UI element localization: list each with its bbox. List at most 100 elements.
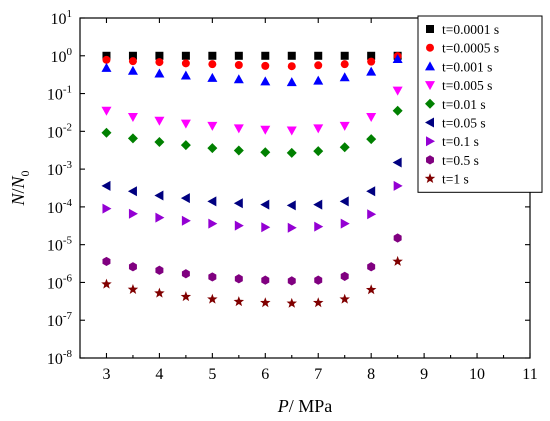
data-point — [261, 222, 271, 233]
data-point — [340, 51, 349, 60]
data-point — [101, 62, 112, 72]
data-point — [101, 106, 112, 116]
data-point — [208, 60, 217, 69]
y-axis-ticks: 10-8 10-7 10-6 10-5 10-4 10-3 10-2 10-1 100 101 — [47, 8, 530, 368]
x-tick-label: 3 — [102, 366, 110, 383]
y-tick-label: 10-6 — [47, 272, 73, 292]
y-tick-label: 10-8 — [47, 348, 73, 368]
data-point — [207, 72, 218, 82]
legend-item: t=0.001 s — [425, 59, 492, 74]
legend-item: t=0.01 s — [425, 97, 486, 112]
data-point — [286, 200, 296, 211]
data-point — [286, 77, 297, 87]
data-point — [155, 212, 165, 223]
data-point — [314, 61, 323, 70]
legend-label: t=0.001 s — [442, 59, 492, 74]
data-point — [313, 146, 324, 157]
data-point — [392, 86, 403, 96]
legend-marker — [425, 61, 435, 71]
data-point — [286, 147, 297, 158]
legend-label: t=0.01 s — [442, 97, 486, 112]
x-tick-label: 7 — [314, 366, 322, 383]
data-point — [155, 58, 164, 67]
data-point — [208, 218, 218, 229]
data-point — [234, 220, 244, 231]
data-point — [181, 59, 190, 68]
data-point — [340, 271, 349, 281]
legend-marker — [424, 173, 436, 184]
series-5 — [101, 157, 402, 211]
y-tick-label: 10-2 — [47, 121, 72, 141]
data-point — [127, 112, 138, 122]
x-tick-label: 11 — [522, 366, 537, 383]
data-point — [392, 54, 403, 64]
data-point — [393, 180, 403, 191]
data-point — [260, 297, 271, 308]
legend-label: t=0.005 s — [442, 78, 492, 93]
data-point — [207, 121, 218, 131]
legend-item: t=0.05 s — [425, 116, 486, 131]
data-point — [366, 186, 376, 197]
data-point — [287, 222, 297, 233]
data-point — [340, 218, 350, 229]
data-point — [367, 262, 376, 272]
series-0 — [102, 51, 402, 60]
data-point — [180, 119, 191, 129]
data-point — [234, 51, 243, 60]
data-point — [287, 276, 296, 286]
series-6 — [102, 180, 403, 233]
data-point — [180, 140, 191, 151]
data-point — [367, 209, 377, 220]
legend-label: t=0.0005 s — [442, 41, 499, 56]
data-point — [208, 272, 217, 282]
data-point — [207, 293, 218, 304]
data-point — [208, 51, 217, 60]
x-tick-label: 9 — [420, 366, 428, 383]
series-2 — [101, 54, 403, 87]
data-point — [154, 287, 165, 298]
x-tick-label: 5 — [208, 366, 216, 383]
data-point — [392, 255, 403, 266]
data-point — [261, 61, 270, 70]
x-tick-label: 10 — [469, 366, 485, 383]
data-point — [366, 134, 377, 145]
data-point — [180, 193, 190, 204]
y-tick-label: 101 — [51, 8, 73, 28]
data-point — [101, 127, 112, 138]
legend-marker — [426, 136, 435, 147]
legend-item: t=0.0001 s — [426, 22, 499, 37]
legend-label: t=0.0001 s — [442, 22, 499, 37]
data-point — [127, 186, 137, 197]
data-point — [102, 256, 111, 267]
data-point — [233, 145, 244, 156]
y-tick-label: 100 — [51, 46, 73, 66]
data-point — [234, 61, 243, 70]
data-point — [101, 180, 111, 191]
series-7 — [102, 233, 402, 286]
legend-box — [417, 15, 543, 193]
legend-marker — [426, 43, 434, 52]
data-point — [314, 275, 323, 285]
data-point — [154, 190, 164, 201]
data-point — [233, 124, 244, 134]
data-point — [313, 124, 324, 134]
data-point — [127, 65, 138, 75]
data-point — [101, 278, 112, 289]
y-tick-label: 10-1 — [47, 84, 72, 104]
data-point — [180, 291, 192, 302]
legend-item: t=0.1 s — [426, 134, 479, 149]
legend-marker — [425, 98, 435, 109]
data-point — [260, 147, 271, 158]
y-tick-label: 10-4 — [47, 197, 73, 217]
x-tick-label: 4 — [155, 366, 163, 383]
legend-item: t=0.005 s — [425, 78, 492, 93]
data-point — [260, 125, 271, 135]
data-point — [286, 126, 297, 136]
data-point — [181, 51, 190, 60]
data-point — [207, 196, 217, 207]
y-tick-label: 10-7 — [47, 310, 73, 330]
data-point — [392, 105, 403, 116]
data-point — [365, 284, 377, 295]
data-point — [339, 196, 349, 207]
data-point — [339, 72, 350, 82]
